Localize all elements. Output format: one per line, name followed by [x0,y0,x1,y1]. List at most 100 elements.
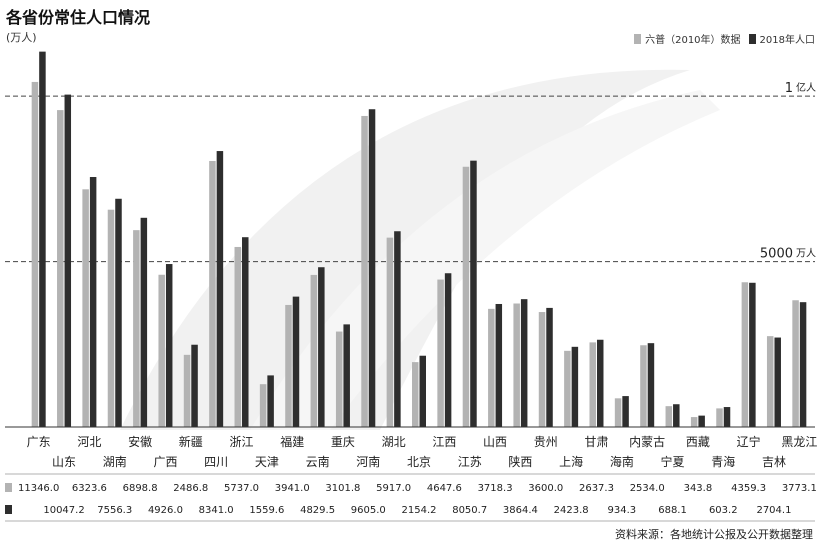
bar-2018-18 [470,160,477,427]
bar-2010-29 [741,282,749,427]
value-label-top-6: 3941.0 [275,483,310,494]
bar-2010-11 [285,304,292,427]
unit-label: (万人) [6,31,37,44]
bar-2018-26 [673,404,680,427]
value-label-top-15: 4359.3 [731,483,766,494]
bar-2010-31 [792,300,799,427]
bar-2018-14 [368,109,376,427]
bar-2018-21 [546,307,553,427]
value-label-bottom-10: 3864.4 [503,505,538,516]
category-label-16: 北京 [407,455,431,469]
category-label-3: 河北 [77,435,101,449]
category-label-24: 海南 [610,454,634,469]
bar-2018-11 [292,296,300,427]
bar-2018-24 [622,396,629,427]
category-label-28: 青海 [711,454,735,469]
category-label-15: 湖北 [382,434,406,449]
value-row-bottom-marker [5,505,12,514]
value-label-top-3: 6898.8 [123,483,158,494]
bar-2010-5 [133,230,140,427]
bar-2018-6 [165,264,173,427]
bar-2010-27 [690,417,698,427]
value-label-top-11: 3600.0 [528,483,563,494]
bar-2018-12 [318,267,325,427]
value-label-top-14: 343.8 [684,483,713,494]
category-label-14: 河南 [356,454,380,469]
bar-2010-14 [361,115,368,427]
category-label-31: 黑龙江 [781,435,817,449]
bar-2010-28 [716,408,723,427]
bar-2010-26 [665,406,673,427]
bar-2010-10 [259,384,267,427]
value-label-bottom-7: 9605.0 [351,505,386,516]
value-label-bottom-9: 8050.7 [452,505,487,516]
value-label-top-9: 4647.6 [427,483,462,494]
bar-2010-16 [412,362,419,427]
bar-2010-23 [589,342,596,427]
bar-2010-18 [462,166,470,428]
value-label-bottom-5: 1559.6 [249,505,284,516]
category-label-11: 福建 [280,434,304,449]
category-label-19: 山西 [483,435,507,449]
category-label-27: 西藏 [686,435,710,449]
value-label-top-10: 3718.3 [478,483,513,494]
bar-2018-25 [647,343,655,427]
category-label-6: 广西 [153,455,177,469]
category-label-20: 陕西 [508,454,532,469]
bar-2010-4 [107,209,115,427]
value-label-bottom-13: 688.1 [658,505,687,516]
bar-2018-7 [191,344,198,427]
chart-title: 各省份常住人口情况 [6,8,151,27]
category-label-29: 辽宁 [737,434,761,449]
bar-2018-20 [520,299,528,427]
value-label-top-8: 5917.0 [376,483,411,494]
category-label-5: 安徽 [128,434,152,449]
reference-label-2: 5000 [760,247,793,262]
bar-2018-17 [444,273,452,427]
value-label-top-1: 11346.0 [18,483,59,494]
bar-2018-19 [495,303,503,427]
category-label-23: 甘肃 [584,435,608,449]
category-label-10: 天津 [255,455,279,469]
category-label-9: 浙江 [230,435,254,449]
category-label-12: 云南 [306,454,330,469]
bar-2010-6 [158,274,165,427]
bar-2010-30 [766,336,774,427]
category-label-25: 内蒙古 [629,434,665,449]
value-label-bottom-1: 10047.2 [43,505,84,516]
source-note: 资料来源：各地统计公报及公开数据整理 [615,528,813,541]
bar-2010-22 [564,350,571,427]
value-label-bottom-11: 2423.8 [554,505,589,516]
legend-swatch-2010 [634,33,642,44]
bar-2018-28 [723,407,731,427]
legend-label-2018: 2018年人口 [759,35,815,46]
value-label-top-5: 5737.0 [224,483,259,494]
bar-2010-8 [209,160,216,427]
bar-2018-5 [140,217,148,427]
bar-2018-31 [799,302,807,427]
bar-2018-13 [343,324,350,427]
value-label-top-4: 2486.8 [173,483,208,494]
bar-2010-24 [614,398,622,427]
value-label-bottom-6: 4829.5 [300,505,335,516]
bar-2018-3 [89,177,97,427]
value-label-top-16: 3773.1 [782,483,817,494]
legend-label-2010: 六普（2010年）数据 [645,35,741,46]
bar-2018-9 [242,237,249,427]
bar-2010-13 [335,331,343,427]
category-label-4: 湖南 [103,454,127,469]
category-label-7: 新疆 [179,434,203,449]
value-label-top-7: 3101.8 [325,483,360,494]
value-label-top-12: 2637.3 [579,483,614,494]
category-label-26: 宁夏 [661,454,685,469]
bar-2018-27 [698,415,705,427]
bar-2018-1 [39,51,46,427]
legend-swatch-2018 [748,33,756,44]
category-label-2: 山东 [52,455,76,469]
bar-2018-15 [394,231,401,427]
value-label-bottom-8: 2154.2 [402,505,437,516]
value-label-bottom-2: 7556.3 [97,505,132,516]
bar-2010-9 [234,246,242,427]
value-label-bottom-3: 4926.0 [148,505,183,516]
